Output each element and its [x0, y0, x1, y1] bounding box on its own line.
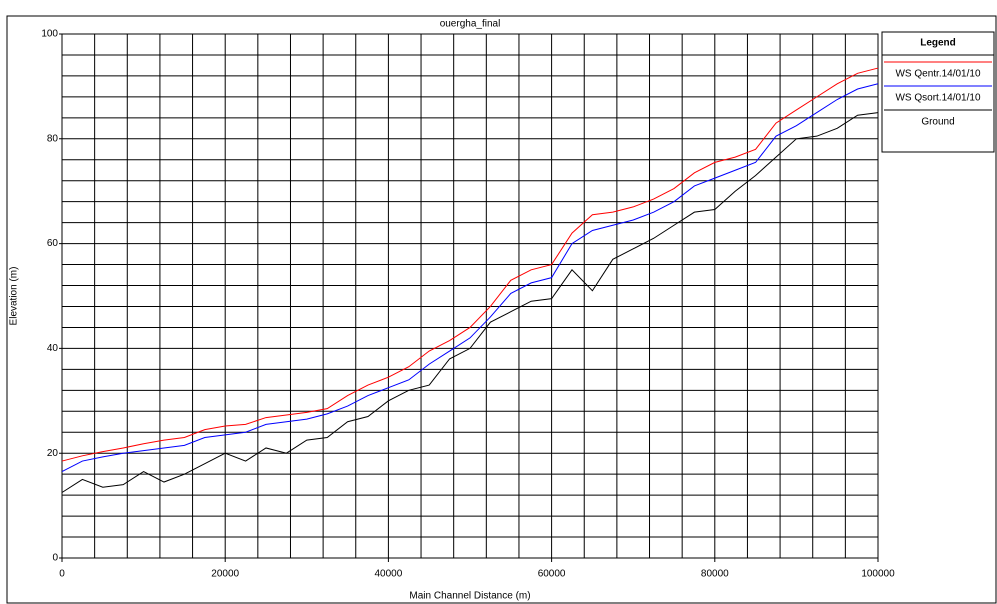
- x-tick-label: 80000: [701, 569, 729, 580]
- x-tick-label: 20000: [211, 569, 239, 580]
- x-tick-label: 60000: [538, 569, 566, 580]
- y-tick-label: 100: [41, 29, 58, 40]
- plot-area: [61, 33, 879, 559]
- x-tick-label: 0: [59, 569, 65, 580]
- y-tick-label: 80: [47, 133, 59, 144]
- x-tick-label: 100000: [861, 569, 895, 580]
- series-line: [61, 67, 879, 462]
- y-axis-label: Elevation (m): [9, 267, 20, 326]
- x-axis-label: Main Channel Distance (m): [409, 591, 530, 602]
- legend: [881, 31, 995, 153]
- x-tick-label: 40000: [374, 569, 402, 580]
- legend-label: Ground: [921, 117, 954, 128]
- series-line: [61, 112, 879, 493]
- legend-label: WS Qentr.14/01/10: [895, 69, 980, 80]
- chart-title: ouergha_final: [440, 19, 501, 30]
- legend-title: Legend: [920, 38, 956, 49]
- frame: [6, 15, 997, 604]
- y-tick-label: 20: [47, 448, 59, 459]
- legend-label: WS Qsort.14/01/10: [895, 93, 980, 104]
- y-tick-label: 60: [47, 238, 59, 249]
- y-tick-label: 40: [47, 343, 59, 354]
- y-tick-label: 0: [52, 553, 58, 564]
- series-line: [61, 83, 879, 472]
